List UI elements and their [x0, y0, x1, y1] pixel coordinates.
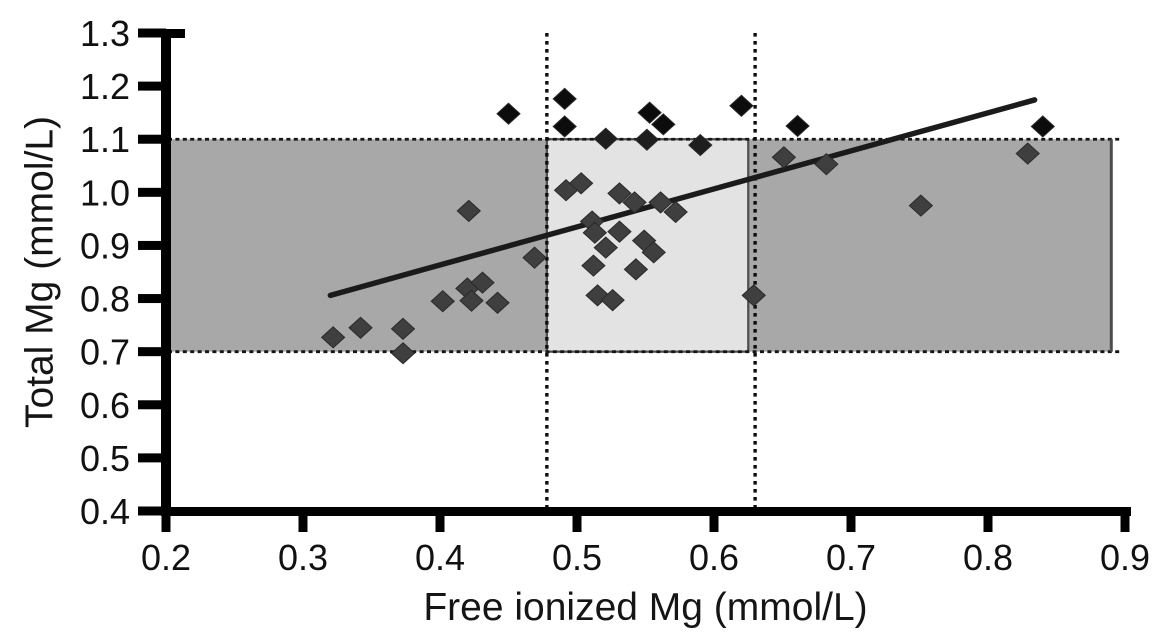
x-tick: [846, 511, 856, 532]
scatter-point: [456, 199, 482, 223]
y-tick-label: 0.9: [80, 225, 130, 266]
y-tick: [138, 347, 166, 357]
x-tick: [298, 511, 308, 532]
scatter-point: [1030, 115, 1056, 138]
scatter-point: [648, 191, 673, 214]
scatter-point: [1015, 142, 1040, 165]
trend-line: [327, 97, 1038, 299]
x-tick-label: 0.9: [1100, 537, 1150, 578]
x-tick: [983, 511, 993, 532]
x-tick: [1120, 511, 1130, 532]
y-tick-label: 1.3: [80, 13, 130, 54]
scatter-point: [485, 291, 510, 314]
y-tick-label: 0.5: [80, 438, 130, 479]
y-axis-spine: [161, 29, 171, 515]
x-tick-label: 0.2: [141, 537, 191, 578]
x-tick: [161, 511, 171, 532]
y-tick: [138, 81, 166, 91]
x-tick: [709, 511, 719, 532]
y-tick: [138, 187, 166, 197]
x-tick-label: 0.3: [278, 537, 328, 578]
y-tick-label: 0.8: [80, 279, 130, 320]
x-tick: [572, 511, 582, 532]
y-tick: [138, 400, 166, 410]
scatter-point: [568, 172, 594, 195]
y-tick: [138, 28, 166, 38]
y-tick-label: 1.1: [80, 119, 130, 160]
scatter-point: [581, 254, 606, 277]
scatter-point: [634, 128, 660, 151]
y-tick-label: 1.2: [80, 66, 130, 107]
y-tick-label: 1.0: [80, 172, 130, 213]
x-axis-label: Free ionized Mg (mmol/L): [423, 586, 868, 629]
scatter-point: [582, 221, 608, 244]
y-tick: [138, 240, 166, 250]
scatter-point: [320, 326, 346, 349]
x-axis-spine: [161, 507, 1131, 516]
y-tick: [138, 453, 166, 463]
scatter-point: [459, 289, 484, 312]
y-axis-label: Total Mg (mmol/L): [18, 115, 62, 429]
y-tick: [138, 134, 166, 144]
x-tick-label: 0.6: [689, 537, 739, 578]
y-tick-label: 0.4: [80, 491, 130, 532]
scatter-point: [552, 87, 577, 111]
y-tick: [138, 506, 166, 516]
scatter-point: [651, 113, 676, 136]
scatter-point: [496, 102, 521, 125]
scatter-point: [637, 101, 662, 124]
scatter-point: [593, 127, 619, 150]
y-tick-label: 0.6: [80, 385, 130, 426]
scatter-point: [741, 284, 766, 307]
scatter-point: [771, 146, 797, 169]
scatter-point: [623, 258, 649, 281]
x-tick-label: 0.5: [552, 537, 602, 578]
scatter-point: [607, 182, 632, 205]
scatter-point: [908, 194, 934, 217]
scatter-point: [641, 241, 666, 264]
scatter-point: [470, 271, 495, 294]
scatter-point: [348, 316, 373, 339]
y-tick-label: 0.7: [80, 332, 130, 373]
scatter-point: [390, 342, 416, 365]
scatter-point: [430, 290, 455, 313]
scatter-point: [729, 94, 754, 117]
scatter-point: [600, 288, 625, 312]
scatter-point: [552, 115, 577, 138]
scatter-point: [390, 317, 416, 341]
scatter-point: [814, 153, 839, 176]
x-tick-label: 0.8: [963, 537, 1013, 578]
y-axis-top-cap: [171, 29, 185, 38]
scatter-point: [593, 236, 619, 259]
y-tick: [138, 294, 166, 304]
scatter-point: [663, 200, 688, 224]
x-tick-label: 0.7: [826, 537, 876, 578]
scatter-point: [785, 114, 810, 138]
scatter-point: [522, 246, 547, 269]
x-tick-label: 0.4: [415, 537, 465, 578]
x-tick: [435, 511, 445, 532]
scatter-point: [607, 220, 632, 243]
scatter-point: [622, 191, 647, 214]
scatter-point: [688, 133, 713, 157]
